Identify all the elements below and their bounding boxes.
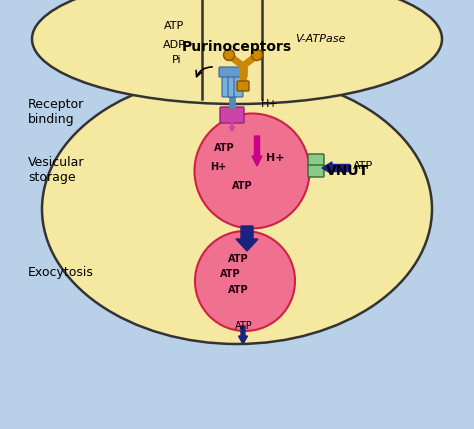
Text: Vesicular
storage: Vesicular storage — [28, 156, 84, 184]
FancyBboxPatch shape — [220, 107, 244, 123]
FancyBboxPatch shape — [222, 73, 231, 97]
FancyBboxPatch shape — [308, 154, 324, 166]
FancyArrow shape — [322, 162, 350, 174]
Text: ADP: ADP — [163, 40, 186, 50]
Bar — [229, 96, 235, 108]
Bar — [202, 0, 262, 99]
Text: Exocytosis: Exocytosis — [28, 266, 94, 279]
Text: ATP: ATP — [353, 161, 373, 171]
FancyArrow shape — [252, 136, 262, 166]
Text: H+: H+ — [261, 99, 279, 109]
FancyBboxPatch shape — [237, 81, 249, 91]
Text: VNUT: VNUT — [326, 164, 369, 178]
Text: ATP: ATP — [164, 21, 184, 31]
Text: ATP: ATP — [220, 269, 241, 279]
Ellipse shape — [194, 114, 310, 229]
Text: ATP: ATP — [228, 285, 249, 295]
Text: V-ATPase: V-ATPase — [295, 34, 346, 44]
Circle shape — [224, 49, 235, 60]
Text: ATP: ATP — [232, 181, 253, 191]
FancyArrow shape — [236, 226, 258, 251]
Text: ATP: ATP — [214, 143, 235, 153]
FancyBboxPatch shape — [228, 73, 237, 97]
Ellipse shape — [32, 0, 442, 104]
FancyBboxPatch shape — [219, 67, 247, 77]
FancyBboxPatch shape — [308, 165, 324, 177]
Text: Pi: Pi — [172, 55, 182, 65]
Circle shape — [252, 49, 263, 60]
Text: ATP: ATP — [235, 321, 253, 331]
Text: Purinoceptors: Purinoceptors — [182, 40, 292, 54]
Text: H+: H+ — [210, 162, 226, 172]
FancyArrow shape — [229, 123, 235, 131]
Ellipse shape — [42, 74, 432, 344]
Text: H+: H+ — [266, 153, 284, 163]
Text: ATP: ATP — [228, 254, 249, 264]
Ellipse shape — [195, 231, 295, 331]
FancyArrow shape — [238, 326, 247, 344]
Text: Receptor
binding: Receptor binding — [28, 98, 84, 126]
FancyBboxPatch shape — [234, 73, 243, 97]
